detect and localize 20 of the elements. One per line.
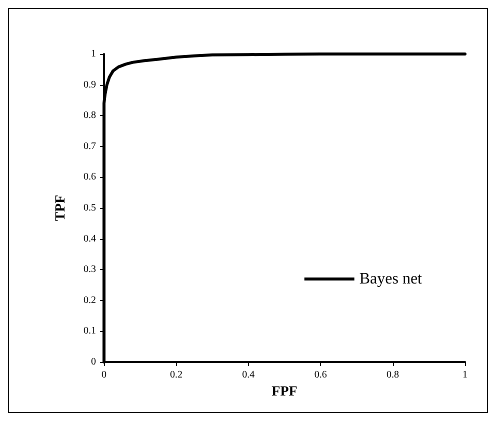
- x-tick-label: 0.2: [170, 370, 182, 380]
- x-tick-label: 0: [102, 370, 106, 380]
- y-axis-title: TPF: [54, 194, 68, 222]
- x-tick-label: 0.8: [386, 370, 400, 380]
- legend-label: Bayes net: [359, 270, 423, 288]
- y-tick-label: 0.5: [84, 202, 96, 214]
- x-tick-label: 0.6: [314, 370, 327, 380]
- y-tick-label: 0.3: [84, 264, 96, 276]
- y-tick-label: 0: [91, 356, 96, 368]
- y-tick-label: 0.7: [84, 140, 96, 152]
- x-tick-label: 0.4: [242, 370, 255, 380]
- y-tick-label: 0.4: [84, 233, 96, 244]
- y-tick-label: 0.9: [84, 79, 96, 90]
- y-tick-label: 0.6: [84, 172, 96, 183]
- x-tick-label: 1: [462, 370, 468, 380]
- y-tick-label: 0.1: [84, 326, 96, 337]
- y-tick-label: 0.8: [84, 110, 96, 122]
- y-tick-label: 0.2: [84, 294, 96, 306]
- y-tick-label: 1: [91, 48, 96, 60]
- x-axis-title: FPF: [272, 384, 298, 400]
